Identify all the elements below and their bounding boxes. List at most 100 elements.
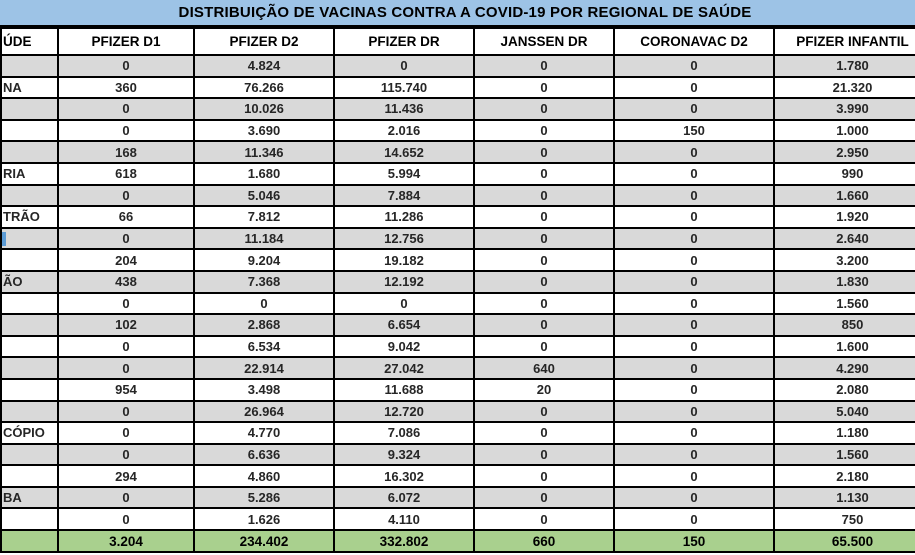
value-cell: 0 xyxy=(57,97,195,121)
value-cell: 11.688 xyxy=(333,377,475,402)
table-body: 0 4.824 0 0 0 1.780 NA 360 76.266 115.740 0 0 21.320… xyxy=(0,54,915,532)
value-cell: 0 xyxy=(613,75,775,100)
region-name-cell xyxy=(0,313,59,337)
value-cell: 0 xyxy=(473,226,615,251)
value-cell: 1.600 xyxy=(773,334,915,359)
table-row: CÓPIO 0 4.770 7.086 0 0 1.180 xyxy=(0,421,915,445)
table-title: DISTRIBUIÇÃO DE VACINAS CONTRA A COVID-1… xyxy=(0,0,915,27)
region-name-cell xyxy=(0,334,59,359)
value-cell: 20 xyxy=(473,377,615,402)
value-cell: 0 xyxy=(613,161,775,186)
value-cell: 150 xyxy=(613,118,775,143)
vaccine-distribution-table: ÚDE PFIZER D1 PFIZER D2 PFIZER DR JANSSEN D… xyxy=(0,27,915,554)
table-row: 0 6.636 9.324 0 0 1.560 xyxy=(0,442,915,467)
value-cell: 19.182 xyxy=(333,248,475,272)
column-header: CORONAVAC D2 xyxy=(613,27,775,56)
value-cell: 0 xyxy=(613,356,775,380)
value-cell: 0 xyxy=(57,183,195,208)
value-cell: 0 xyxy=(613,269,775,294)
value-cell: 1.680 xyxy=(193,161,335,186)
value-cell: 4.860 xyxy=(193,464,335,488)
value-cell: 0 xyxy=(473,54,615,78)
total-value-cell: 3.204 xyxy=(57,529,195,554)
value-cell: 11.346 xyxy=(193,140,335,164)
table-row: 0 26.964 12.720 0 0 5.040 xyxy=(0,399,915,424)
value-cell: 3.990 xyxy=(773,97,915,121)
value-cell: 0 xyxy=(613,421,775,445)
value-cell: 9.204 xyxy=(193,248,335,272)
column-header: PFIZER DR xyxy=(333,27,475,56)
region-name-cell: RIA xyxy=(0,161,59,186)
value-cell: 5.046 xyxy=(193,183,335,208)
value-cell: 22.914 xyxy=(193,356,335,380)
value-cell: 0 xyxy=(613,485,775,510)
value-cell: 7.884 xyxy=(333,183,475,208)
value-cell: 0 xyxy=(613,54,775,78)
value-cell: 5.040 xyxy=(773,399,915,424)
value-cell: 2.950 xyxy=(773,140,915,164)
value-cell: 0 xyxy=(473,248,615,272)
value-cell: 0 xyxy=(57,507,195,532)
value-cell: 11.286 xyxy=(333,205,475,229)
value-cell: 294 xyxy=(57,464,195,488)
value-cell: 3.690 xyxy=(193,118,335,143)
value-cell: 4.290 xyxy=(773,356,915,380)
region-name-cell xyxy=(0,399,59,424)
value-cell: 7.086 xyxy=(333,421,475,445)
value-cell: 1.000 xyxy=(773,118,915,143)
table-row: 102 2.868 6.654 0 0 850 xyxy=(0,313,915,337)
value-cell: 5.286 xyxy=(193,485,335,510)
value-cell: 0 xyxy=(57,399,195,424)
table-row: 0 0 0 0 0 1.560 xyxy=(0,291,915,316)
total-value-cell: 332.802 xyxy=(333,529,475,554)
value-cell: 168 xyxy=(57,140,195,164)
value-cell: 0 xyxy=(473,205,615,229)
value-cell: 0 xyxy=(613,291,775,316)
value-cell: 0 xyxy=(613,507,775,532)
table-row: ÃO 438 7.368 12.192 0 0 1.830 xyxy=(0,269,915,294)
value-cell: 0 xyxy=(57,442,195,467)
value-cell: 3.498 xyxy=(193,377,335,402)
value-cell: 1.626 xyxy=(193,507,335,532)
value-cell: 0 xyxy=(473,507,615,532)
value-cell: 1.920 xyxy=(773,205,915,229)
value-cell: 1.830 xyxy=(773,269,915,294)
totals-label-cell xyxy=(0,529,59,554)
value-cell: 0 xyxy=(473,399,615,424)
value-cell: 7.368 xyxy=(193,269,335,294)
value-cell: 0 xyxy=(57,334,195,359)
value-cell: 7.812 xyxy=(193,205,335,229)
value-cell: 0 xyxy=(473,485,615,510)
region-name-cell xyxy=(0,507,59,532)
value-cell: 954 xyxy=(57,377,195,402)
value-cell: 0 xyxy=(613,313,775,337)
value-cell: 0 xyxy=(613,140,775,164)
value-cell: 14.652 xyxy=(333,140,475,164)
region-name-cell xyxy=(0,226,59,251)
region-name-cell xyxy=(0,442,59,467)
value-cell: 27.042 xyxy=(333,356,475,380)
value-cell: 0 xyxy=(333,291,475,316)
value-cell: 1.130 xyxy=(773,485,915,510)
value-cell: 0 xyxy=(57,118,195,143)
region-name-cell: TRÃO xyxy=(0,205,59,229)
value-cell: 0 xyxy=(613,464,775,488)
value-cell: 16.302 xyxy=(333,464,475,488)
value-cell: 0 xyxy=(473,118,615,143)
value-cell: 0 xyxy=(473,75,615,100)
region-name-cell xyxy=(0,248,59,272)
table-row: 204 9.204 19.182 0 0 3.200 xyxy=(0,248,915,272)
value-cell: 0 xyxy=(473,161,615,186)
value-cell: 0 xyxy=(613,442,775,467)
value-cell: 0 xyxy=(57,54,195,78)
blue-cell-marker xyxy=(3,231,6,246)
value-cell: 2.180 xyxy=(773,464,915,488)
total-value-cell: 234.402 xyxy=(193,529,335,554)
value-cell: 4.824 xyxy=(193,54,335,78)
value-cell: 12.756 xyxy=(333,226,475,251)
table-row: NA 360 76.266 115.740 0 0 21.320 xyxy=(0,75,915,100)
value-cell: 2.080 xyxy=(773,377,915,402)
region-name-cell xyxy=(0,54,59,78)
table-row: 0 10.026 11.436 0 0 3.990 xyxy=(0,97,915,121)
